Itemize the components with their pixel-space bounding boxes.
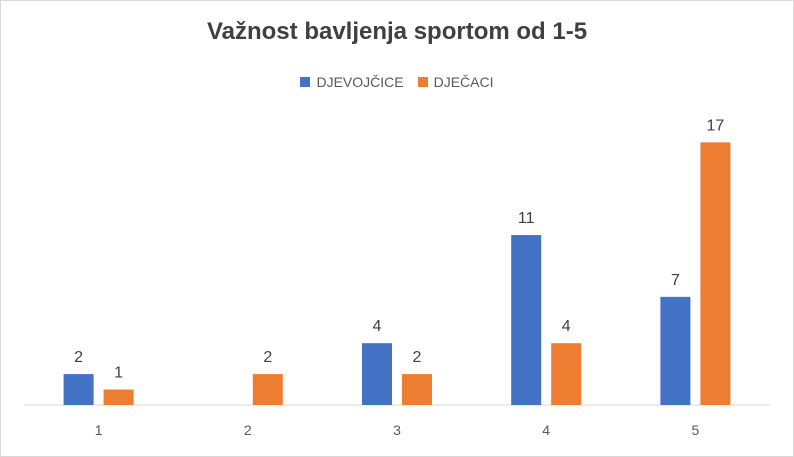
- x-tick-label: 2: [244, 422, 252, 438]
- legend-item-series-1: DJEČACI: [417, 74, 494, 90]
- x-tick-label: 5: [692, 422, 700, 438]
- bar-series-0-cat-4: [511, 235, 542, 405]
- bar-series-1-cat-4: [551, 343, 582, 405]
- bar-series-1-cat-5: [700, 142, 731, 405]
- bar-series-0-cat-3: [362, 343, 392, 405]
- bar-series-1-cat-1: [103, 389, 134, 405]
- data-label: 1: [114, 365, 123, 382]
- legend-item-series-0: DJEVOJČICE: [300, 74, 404, 90]
- legend-label-series-1: DJEČACI: [433, 74, 494, 90]
- data-label: 11: [518, 210, 535, 227]
- x-tick-label: 1: [95, 422, 103, 438]
- data-label: 4: [373, 318, 382, 335]
- bar-series-0-cat-5: [660, 296, 691, 405]
- legend-label-series-0: DJEVOJČICE: [316, 74, 404, 90]
- x-tick-label: 4: [542, 422, 550, 438]
- data-label: 2: [74, 349, 83, 366]
- legend-swatch-series-0: [300, 77, 311, 87]
- bar-series-1-cat-2: [252, 374, 283, 405]
- bar-series-0-cat-1: [63, 374, 94, 405]
- legend-swatch-series-1: [417, 77, 428, 87]
- data-label: 2: [263, 349, 272, 366]
- data-label: 4: [562, 318, 571, 335]
- x-tick-label: 3: [393, 422, 401, 438]
- bar-series-1-cat-3: [402, 374, 432, 405]
- data-label: 7: [671, 272, 680, 289]
- data-label: 2: [413, 349, 422, 366]
- chart-legend: DJEVOJČICE DJEČACI: [0, 74, 794, 90]
- data-label: 17: [707, 117, 725, 134]
- chart-title: Važnost bavljenja sportom od 1-5: [206, 18, 588, 45]
